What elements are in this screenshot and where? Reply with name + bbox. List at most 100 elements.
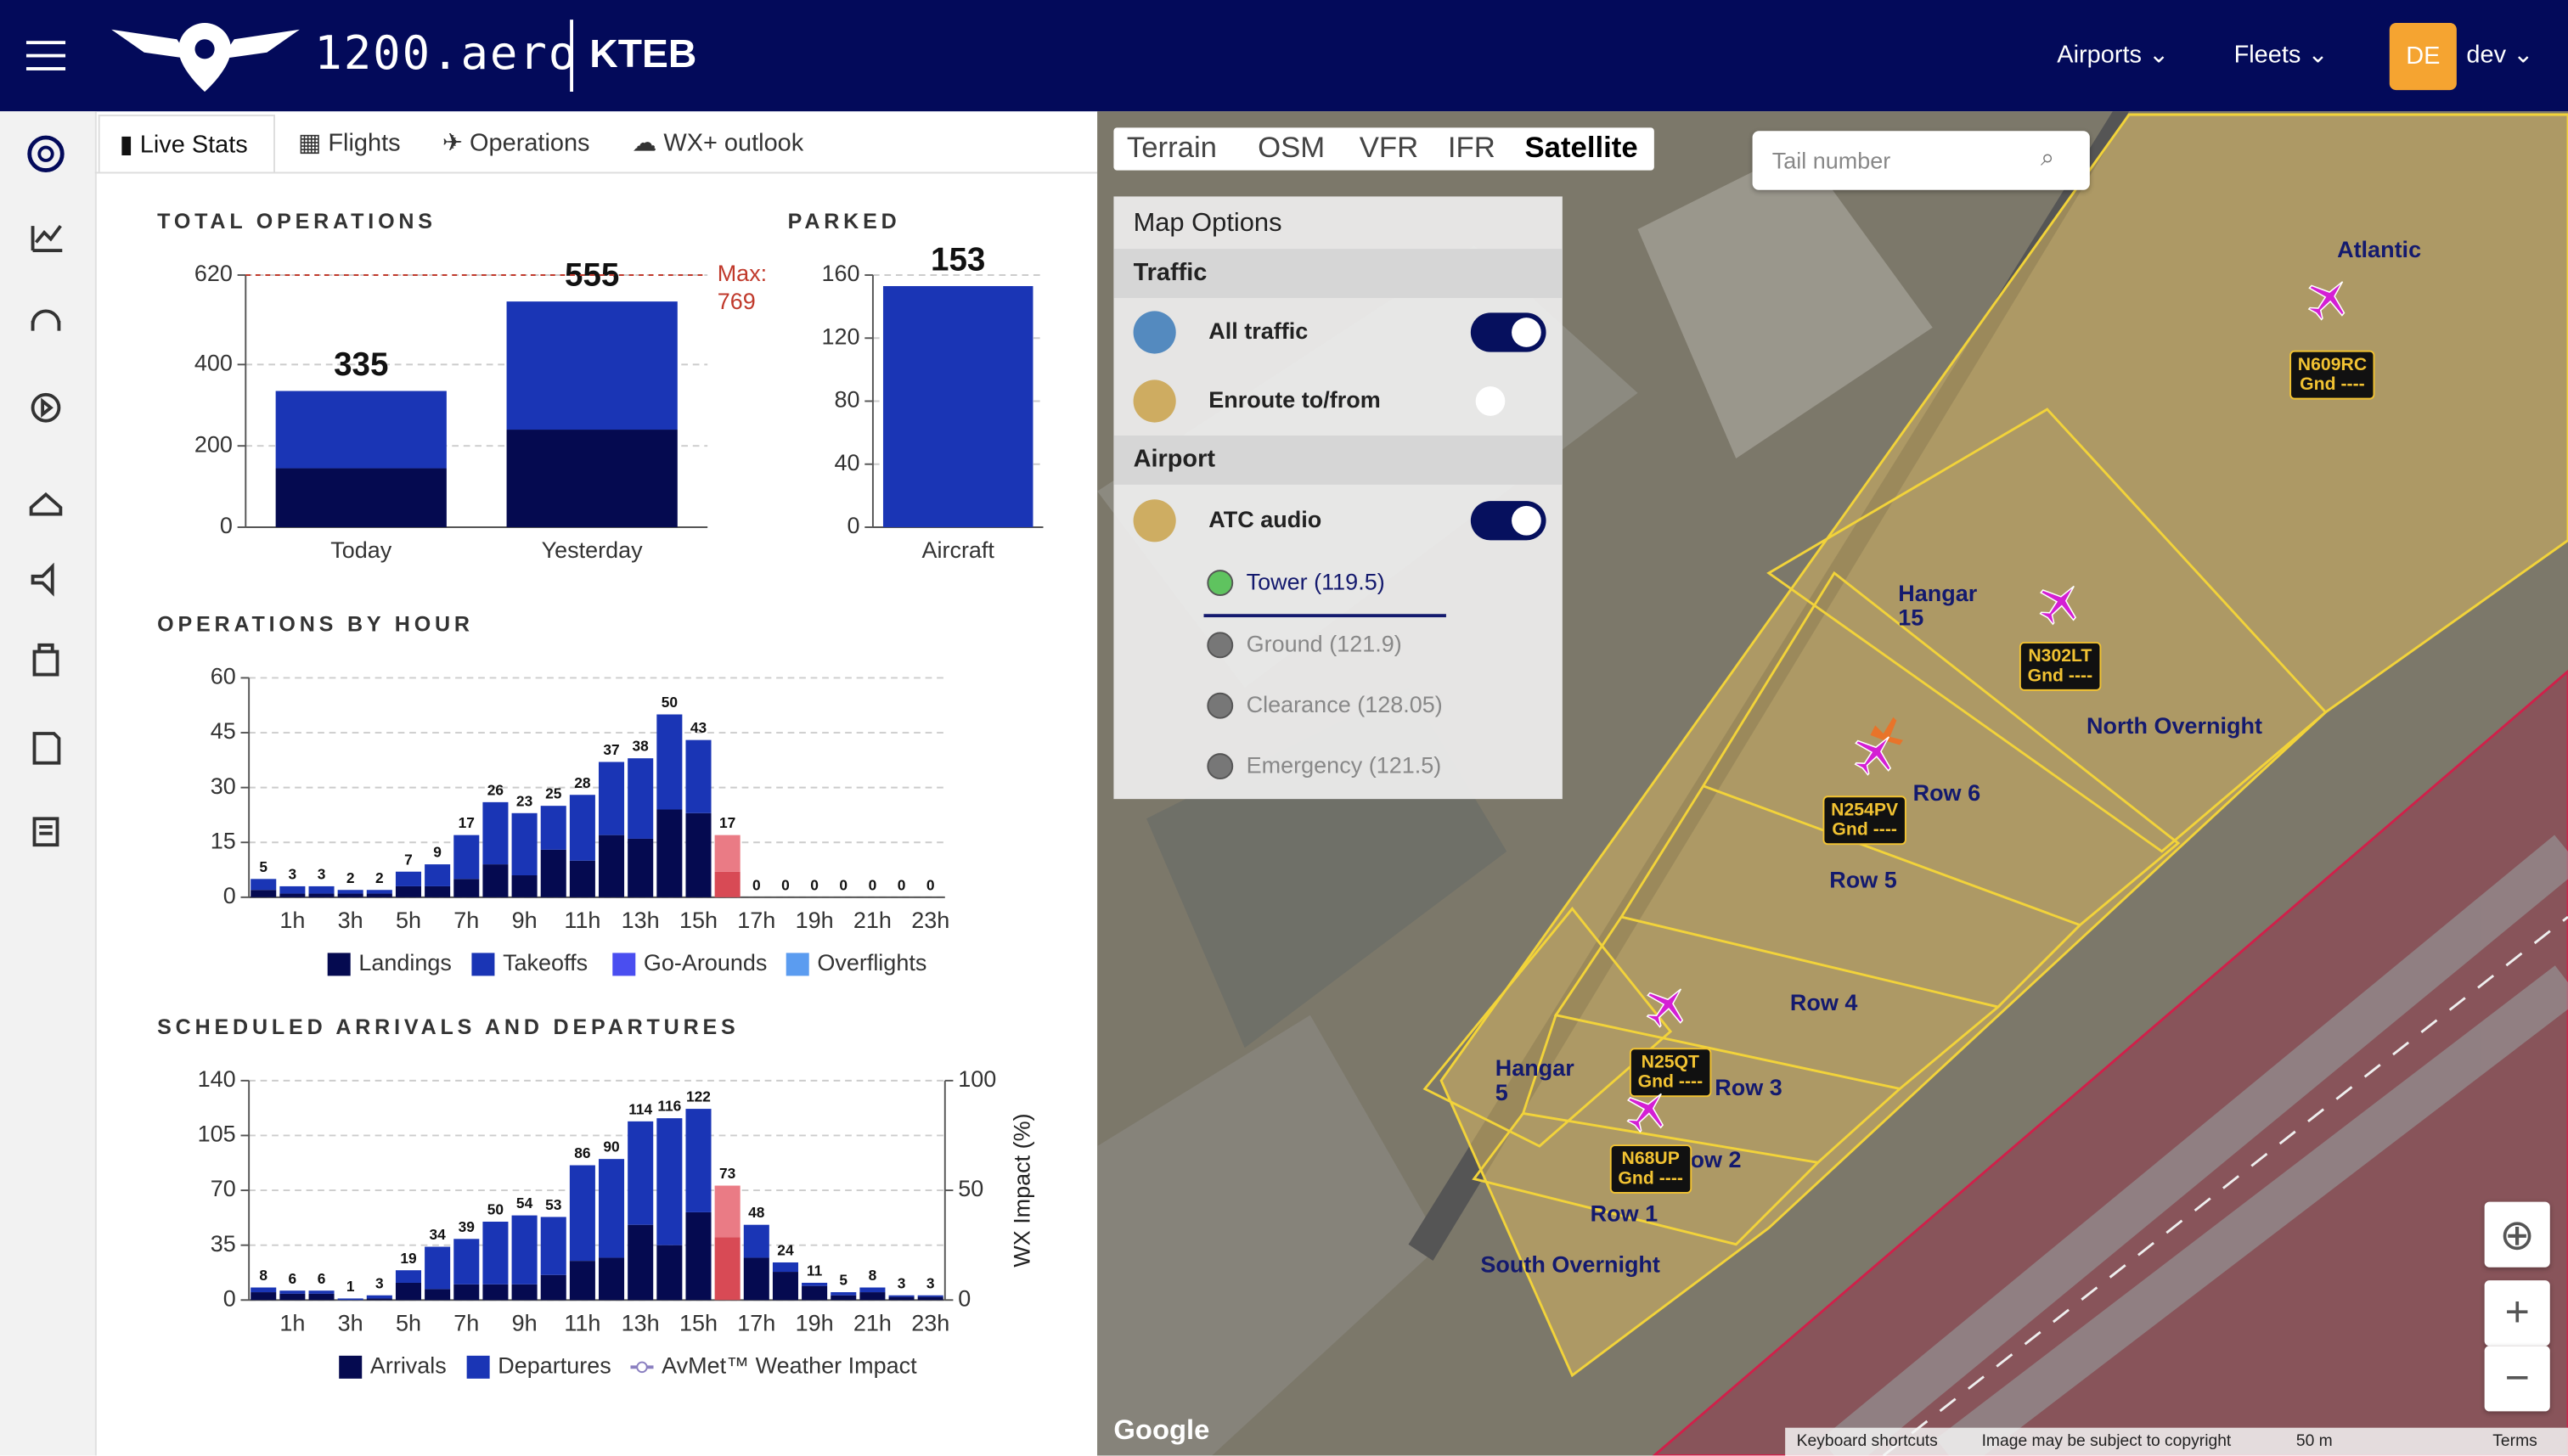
channel-label[interactable]: Emergency (121.5) xyxy=(1246,751,1442,779)
x-tick-label: 3h xyxy=(338,1310,363,1335)
menu-fleets[interactable]: Fleets ⌄ xyxy=(2233,41,2329,69)
bar-segment xyxy=(511,1284,538,1301)
legend-swatch xyxy=(327,953,351,976)
footer-text[interactable]: Terms xyxy=(2492,1432,2537,1451)
legend-label: Go-Arounds xyxy=(644,950,768,975)
y-tick-label: 60 xyxy=(211,664,236,689)
tab[interactable]: ☁ WX+ outlook xyxy=(632,129,804,158)
bar-segment xyxy=(453,835,480,880)
search-box[interactable]: Tail number ⌕ xyxy=(1752,131,2090,190)
y-tick-label: 70 xyxy=(211,1176,236,1201)
bar-segment xyxy=(917,1295,943,1297)
bar-segment xyxy=(685,812,712,897)
total-label: 86 xyxy=(574,1144,591,1161)
tab[interactable]: ✈ Operations xyxy=(442,129,590,158)
tab-label: WX+ outlook xyxy=(663,129,804,158)
toggle[interactable] xyxy=(1470,312,1546,352)
x-tick-label: 7h xyxy=(453,1310,479,1335)
total-label: 5 xyxy=(259,858,268,875)
tab[interactable]: ▦ Flights xyxy=(297,129,401,158)
aircraft-icon[interactable] xyxy=(1642,981,1692,1030)
bar-segment xyxy=(859,1292,886,1301)
total-label: 3 xyxy=(926,1274,935,1291)
bar-segment xyxy=(511,812,538,876)
bar-segment xyxy=(482,864,509,897)
total-label: 0 xyxy=(781,876,790,893)
layer-button[interactable]: Terrain xyxy=(1126,131,1217,164)
ground-status: Gnd ---- xyxy=(2300,374,2365,395)
menu-airports[interactable]: Airports ⌄ xyxy=(2057,41,2170,69)
map-label: Row 4 xyxy=(1789,988,1858,1015)
aircraft-tag[interactable]: N254PV Gnd ---- xyxy=(1822,795,1906,846)
layer-button[interactable]: Satellite xyxy=(1524,131,1638,164)
channel-radio[interactable] xyxy=(1207,692,1234,719)
toggle[interactable] xyxy=(1471,381,1546,420)
aircraft-tag[interactable]: N302LT Gnd ---- xyxy=(2019,641,2101,691)
map-label: Row 6 xyxy=(1912,779,1981,806)
locate-button[interactable]: ⊕ xyxy=(2484,1201,2550,1268)
avatar[interactable]: DE xyxy=(2389,22,2457,91)
legend-swatch xyxy=(466,1355,490,1379)
total-label: 48 xyxy=(748,1204,765,1221)
aircraft-icon[interactable] xyxy=(1850,728,1900,778)
total-label: 3 xyxy=(375,1274,384,1291)
footer-text[interactable]: Keyboard shortcuts xyxy=(1796,1432,1938,1451)
menu-button[interactable] xyxy=(25,36,66,75)
x-tick-label: 13h xyxy=(622,1310,660,1335)
legend-label: Arrivals xyxy=(370,1352,447,1378)
channel-radio[interactable] xyxy=(1207,632,1234,659)
aircraft-icon[interactable] xyxy=(2036,578,2085,627)
aircraft-tag[interactable]: N609RC Gnd ---- xyxy=(2289,350,2375,400)
total-label: 1 xyxy=(346,1278,355,1295)
channel-label[interactable]: Clearance (128.05) xyxy=(1246,690,1443,717)
y-tick-label: 15 xyxy=(211,828,236,853)
aircraft-tag[interactable]: N68UP Gnd ---- xyxy=(1609,1144,1692,1194)
map-label: Hangar 15 xyxy=(1898,579,1978,631)
channel-radio[interactable] xyxy=(1207,570,1234,596)
ground-status: Gnd ---- xyxy=(1832,820,1897,840)
tail-number: N25QT xyxy=(1641,1053,1700,1073)
layer-button[interactable]: OSM xyxy=(1258,131,1326,164)
total-label: 73 xyxy=(719,1165,736,1182)
bar-segment xyxy=(425,885,451,897)
legend-label: AvMet™ Weather Impact xyxy=(662,1352,917,1378)
header: 1200.aero KTEB Airports ⌄ Fleets ⌄ DE de… xyxy=(0,0,2568,112)
item-label: ATC audio xyxy=(1208,505,1322,532)
x-tick-label: 19h xyxy=(796,1310,834,1335)
aircraft-icon[interactable] xyxy=(1623,1086,1672,1135)
bar-segment xyxy=(279,893,306,897)
channel-radio[interactable] xyxy=(1207,753,1234,779)
ground-status: Gnd ---- xyxy=(1637,1072,1704,1093)
bar-segment xyxy=(395,1270,422,1283)
bar-segment xyxy=(599,1159,625,1258)
total-label: 8 xyxy=(259,1267,268,1284)
zoom-in[interactable]: + xyxy=(2484,1280,2550,1346)
total-label: 17 xyxy=(719,814,735,831)
map-label: Row 5 xyxy=(1829,866,1897,893)
layer-button[interactable]: VFR xyxy=(1359,131,1419,164)
channel-label[interactable]: Tower (119.5) xyxy=(1246,568,1385,595)
section-header[interactable]: Traffic xyxy=(1113,249,1563,298)
bar-segment xyxy=(279,885,306,894)
tail-number: N254PV xyxy=(1831,801,1899,821)
bar-segment xyxy=(743,1257,769,1301)
zoom-out[interactable]: − xyxy=(2484,1346,2550,1412)
map-label: Atlantic xyxy=(2337,235,2422,262)
y-tick-label: 40 xyxy=(834,450,859,475)
user-menu[interactable]: dev ⌄ xyxy=(2466,41,2534,69)
x-tick-label: 23h xyxy=(911,908,949,933)
channel-label[interactable]: Ground (121.9) xyxy=(1246,630,1402,657)
bar-segment xyxy=(425,864,451,886)
total-label: 0 xyxy=(869,876,877,893)
bar-segment xyxy=(425,1246,451,1290)
section-header[interactable]: Airport xyxy=(1113,435,1563,485)
aircraft-icon[interactable] xyxy=(2304,273,2353,323)
toggle[interactable] xyxy=(1470,501,1546,541)
layer-button[interactable]: IFR xyxy=(1447,131,1495,164)
x-tick-label: 21h xyxy=(853,1310,892,1335)
layer-switcher: Terrain OSM VFR IFR Satellite xyxy=(1113,127,1654,171)
bar-segment xyxy=(395,1282,422,1301)
tab[interactable]: ▮ Live Stats xyxy=(98,114,275,172)
map[interactable]: Terrain OSM VFR IFR Satellite Tail number ⌕ Map… xyxy=(1097,111,2568,1456)
aircraft-tag[interactable]: N25QT Gnd ---- xyxy=(1629,1048,1711,1098)
